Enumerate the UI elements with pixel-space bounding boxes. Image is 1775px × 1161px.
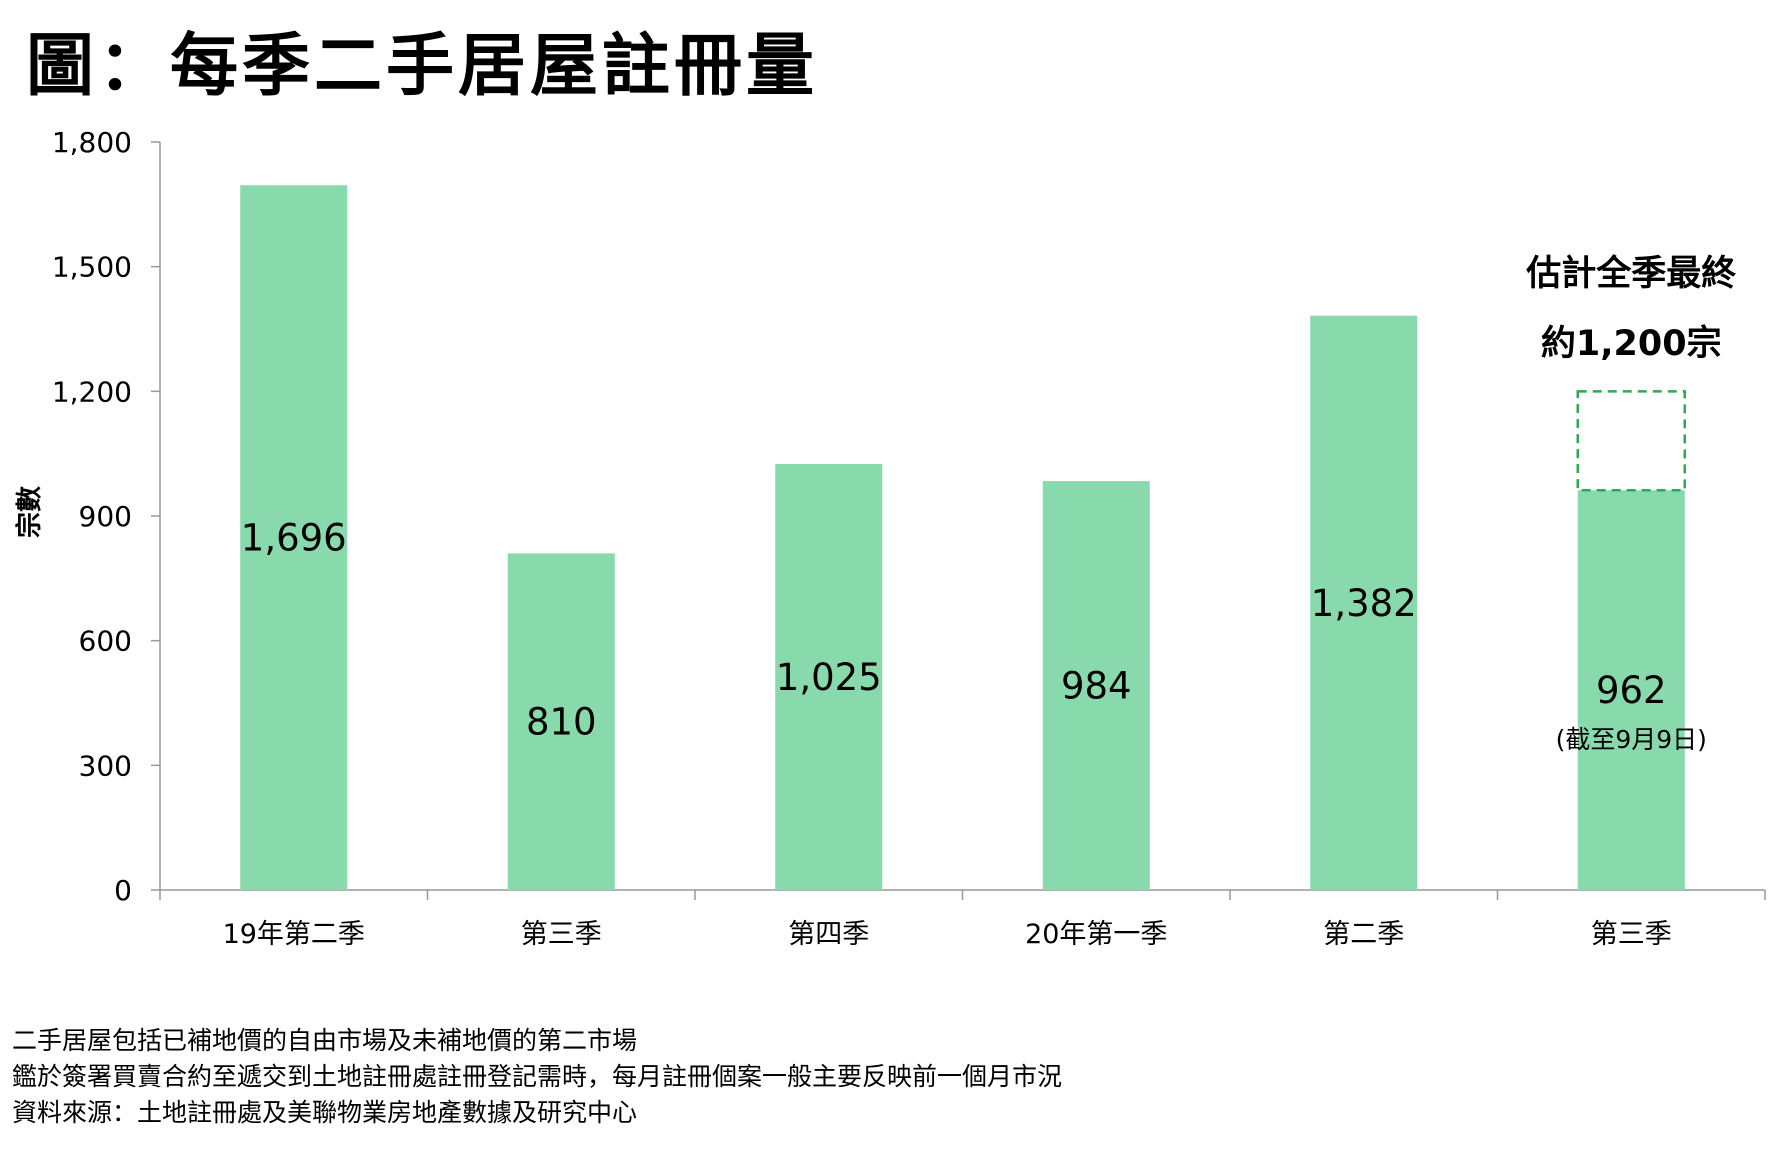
y-tick-label: 0 [114,874,132,907]
y-tick-label: 1,200 [52,375,132,408]
data-label-note: (截至9月9日) [1556,725,1707,754]
data-label: 1,382 [1311,582,1417,625]
x-tick-label: 第三季 [1591,919,1672,950]
data-label: 810 [526,701,597,744]
y-tick-label: 1,500 [52,251,132,284]
x-tick-label: 第三季 [521,919,602,950]
bar [1310,315,1418,890]
x-tick-label: 第四季 [788,919,869,950]
x-tick-label: 20年第一季 [1025,919,1167,950]
footnote-1: 二手居屋包括已補地價的自由市場及未補地價的第二市場 [12,1026,638,1055]
data-labels: 1,696 810 1,025 984 1,382 962 (截至9月9日) [241,517,1707,755]
bar [775,464,883,890]
footnotes: 二手居屋包括已補地價的自由市場及未補地價的第二市場 鑑於簽署買賣合約至遞交到土地… [12,1023,1062,1131]
y-tick-label: 600 [79,625,132,658]
footnote-3: 資料來源：土地註冊處及美聯物業房地產數據及研究中心 [12,1098,638,1127]
x-axis: 19年第二季 第三季 第四季 20年第一季 第二季 第三季 [159,889,1766,950]
y-axis-label: 宗數 [14,486,45,538]
y-tick-label: 900 [79,500,132,533]
chart-title: 圖：每季二手居屋註冊量 [26,27,819,106]
estimate-annotation-line1: 估計全季最終 [1525,253,1736,294]
footnote-2: 鑑於簽署買賣合約至遞交到土地註冊處註冊登記需時，每月註冊個案一般主要反映前一個月… [12,1062,1063,1091]
data-label: 1,696 [241,517,347,560]
y-tick-label: 300 [79,749,132,782]
bar [1577,490,1685,890]
bar [240,185,348,890]
data-label: 984 [1061,665,1132,708]
bar [1042,481,1150,890]
bar [507,553,615,890]
x-tick-label: 19年第二季 [223,919,365,950]
y-axis: 0 300 600 900 1,200 1,500 1,800 [52,126,161,907]
x-tick-label: 第二季 [1323,919,1404,950]
estimate-dashed-box [1576,390,1686,492]
data-label: 1,025 [776,656,882,699]
y-tick-label: 1,800 [52,126,132,159]
data-label: 962 [1596,669,1667,712]
bars [240,185,1685,890]
estimate-annotation-line2: 約1,200宗 [1541,323,1722,364]
